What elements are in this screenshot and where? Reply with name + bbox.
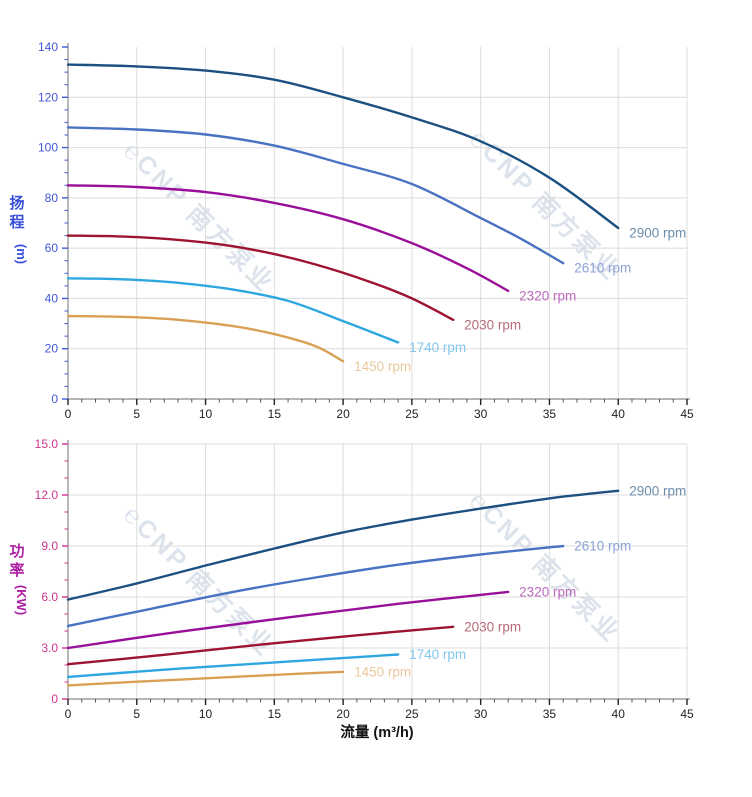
curve-label-2610-rpm: 2610 rpm [574,539,631,554]
x-tick-label: 15 [268,707,282,721]
y-tick-label: 40 [45,291,59,305]
watermark-text: ℮CNP 南方泵业 [118,136,281,299]
x-tick-label: 25 [405,707,419,721]
curve-label-2900-rpm: 2900 rpm [629,483,686,498]
y-tick-label: 0 [51,692,58,706]
axes [67,440,690,700]
x-tick-label: 40 [612,707,626,721]
curve-1740-rpm [66,653,400,679]
curve-2030-rpm [66,234,455,321]
y-tick-label: 100 [38,141,58,155]
curve-2610-rpm [66,544,565,628]
x-tick-label: 30 [474,407,488,421]
y-tick-label: 20 [45,342,59,356]
y-axis-title: 功率 (KW) [9,543,29,615]
y-tick-label: 120 [38,90,58,104]
head-chart: 0 20 40 60 80 100 120 140 0 5 10 15 20 25 30 35 40 45 2900… [9,40,694,421]
axes [67,43,690,400]
x-tick-label: 45 [680,707,694,721]
y-tick-label: 15.0 [35,437,59,451]
x-tick-label: 25 [405,407,419,421]
x-tick-label: 35 [543,707,557,721]
y-tick-label: 6.0 [41,590,58,604]
curve-label-2900-rpm: 2900 rpm [629,226,686,241]
x-tick-label: 15 [268,407,282,421]
x-tick-label: 10 [199,407,213,421]
x-axis: 0 5 10 15 20 25 30 35 40 45 [65,399,694,421]
x-tick-label: 20 [336,707,350,721]
y-axis: 0 20 40 60 80 100 120 140 [38,40,68,406]
watermark: ℮CNP 南方泵业 ℮CNP 南方泵业℮CNP 南方泵业 ℮CNP 南方泵业 [118,124,627,663]
curve-2320-rpm [66,590,510,650]
curve-label-1450-rpm: 1450 rpm [354,664,411,679]
curve-1740-rpm [66,277,400,344]
x-tick-label: 20 [336,407,350,421]
x-tick-label: 5 [133,407,140,421]
y-axis-title: 扬程 (m) [9,194,29,264]
curve-2030-rpm [66,625,455,666]
y-tick-label: 9.0 [41,539,58,553]
curve-label-2610-rpm: 2610 rpm [574,261,631,276]
x-axis-title: 流量 (m³/h) [340,723,413,741]
y-tick-label: 12.0 [35,488,59,502]
x-tick-label: 35 [543,407,557,421]
gridlines [68,443,688,699]
x-tick-label: 0 [65,707,72,721]
y-axis-unit: (m) [14,244,29,264]
x-tick-label: 40 [612,407,626,421]
gridlines [68,47,688,399]
curve-label-1450-rpm: 1450 rpm [354,359,411,374]
x-tick-label: 10 [199,707,213,721]
y-axis-title-char: 功 [9,543,24,560]
x-tick-label: 45 [680,407,694,421]
x-tick-label: 5 [133,707,140,721]
y-axis-title-char: 程 [9,214,24,231]
y-axis-unit: (KW) [14,585,29,615]
curve-2900-rpm [66,489,620,601]
curve-1450-rpm [66,670,345,687]
curve-2900-rpm [66,63,620,230]
curve-label-2320-rpm: 2320 rpm [519,288,576,303]
y-tick-label: 80 [45,191,59,205]
x-axis: 0 5 10 15 20 25 30 35 40 45 [65,699,694,721]
x-tick-label: 0 [65,407,72,421]
curve-label-2320-rpm: 2320 rpm [519,584,576,599]
power-chart: 0 3.0 6.0 9.0 12.0 15.0 0 5 10 15 20 25 30 35 40 45 2900… [9,437,694,741]
y-axis-title-char: 扬 [9,194,24,212]
y-tick-label: 60 [45,241,59,255]
curve-label-1740-rpm: 1740 rpm [409,647,466,662]
y-tick-label: 3.0 [41,641,58,655]
y-tick-label: 140 [38,40,58,54]
curve-2610-rpm [66,126,565,265]
y-axis: 0 3.0 6.0 9.0 12.0 15.0 [35,437,68,706]
curve-2320-rpm [66,184,510,293]
curve-label-2030-rpm: 2030 rpm [464,317,521,332]
y-tick-label: 0 [51,392,58,406]
curve-1450-rpm [66,314,345,363]
curve-label-1740-rpm: 1740 rpm [409,340,466,355]
y-axis-title-char: 率 [9,561,24,579]
x-tick-label: 30 [474,707,488,721]
curve-label-2030-rpm: 2030 rpm [464,619,521,634]
